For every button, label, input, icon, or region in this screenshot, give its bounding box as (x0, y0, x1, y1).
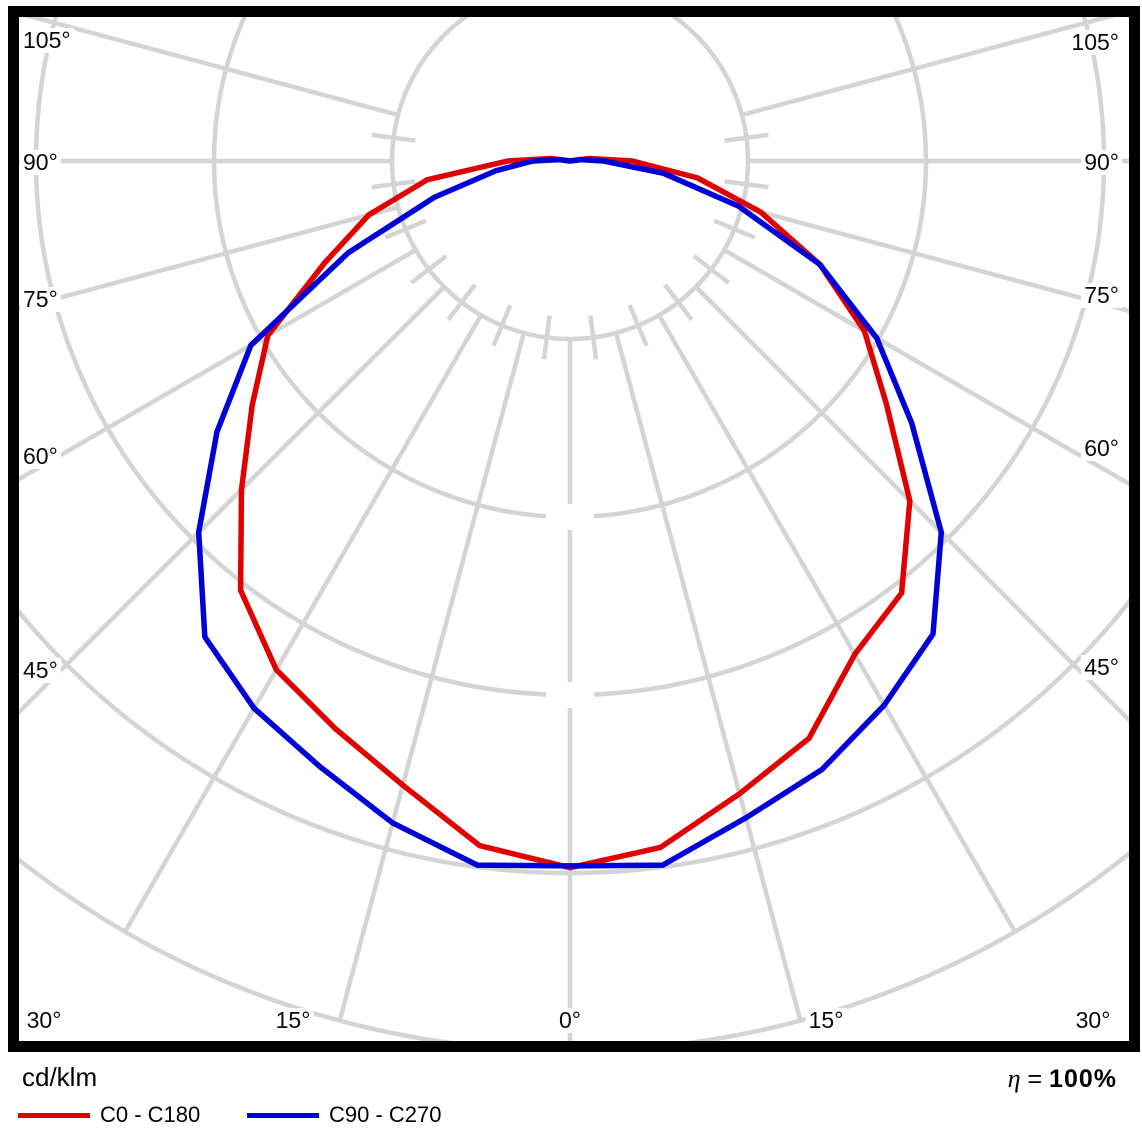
legend-label-c0-c180: C0 - C180 (100, 1102, 201, 1127)
eta-equals: = (1027, 1065, 1043, 1093)
radial-units-label: cd/klm (22, 1062, 98, 1092)
angle-label-right-105: 105° (1068, 30, 1122, 55)
ring-tick (371, 179, 416, 190)
angle-label-right-75: 75° (1081, 283, 1122, 308)
ring-tick (491, 304, 513, 347)
radial-line-105-left (23, 17, 399, 118)
radial-line-30-left (123, 314, 483, 933)
ring-tick (588, 315, 599, 360)
ring-tick (541, 315, 552, 360)
ring-tick (627, 304, 649, 347)
plot-frame (8, 6, 1140, 1052)
radial-line-15-right (613, 332, 803, 1022)
light-output-ratio-label: η = 100% (1008, 1064, 1117, 1094)
legend-label-c90-c270: C90 - C270 (329, 1102, 442, 1127)
ring-tick (371, 132, 416, 143)
angle-label-left-90: 90° (20, 150, 61, 175)
angle-label-left-60: 60° (20, 444, 61, 469)
ring-tick (724, 132, 769, 143)
eta-symbol: η (1007, 1064, 1021, 1093)
angle-label-right-60: 60° (1081, 436, 1122, 461)
legend-item-c90-c270: C90 - C270 (247, 1103, 442, 1127)
ring-tick (409, 254, 448, 285)
polar-grid (19, 17, 1129, 1041)
radial-line-45-left (19, 285, 446, 716)
eta-value: 100% (1049, 1065, 1117, 1093)
legend-line-c0-c180 (18, 1112, 90, 1118)
angle-label-right-90: 90° (1081, 150, 1122, 175)
ring-tick (663, 283, 694, 322)
angle-label-bottom-30: 30° (23, 1008, 65, 1033)
curve-c90-c270 (195, 156, 945, 869)
angle-label-left-45: 45° (20, 658, 61, 683)
ring-tick (692, 254, 731, 285)
angle-label-bottom-15: 15° (272, 1008, 314, 1033)
radial-line-60-left (19, 248, 417, 482)
angle-label-left-105: 105° (20, 28, 74, 53)
intensity-curves (195, 155, 945, 871)
ring-tick (724, 179, 769, 190)
ring-tick (446, 283, 477, 322)
ring-value-gap (546, 504, 594, 530)
radial-line-45-right (694, 285, 1129, 724)
legend-item-c0-c180: C0 - C180 (18, 1103, 200, 1127)
radial-line-105-right (741, 17, 1117, 118)
radial-line-30-right (657, 314, 1017, 933)
angle-label-bottom-0: 0° (556, 1008, 584, 1033)
angle-label-left-75: 75° (20, 287, 61, 312)
ring-tick (384, 218, 427, 240)
ring-tick (713, 218, 756, 240)
angle-label-right-45: 45° (1081, 655, 1122, 680)
angle-label-bottom-15: 15° (805, 1008, 847, 1033)
angle-label-bottom-30: 30° (1072, 1008, 1114, 1033)
legend-line-c90-c270 (247, 1112, 319, 1118)
ring-value-gap (546, 682, 594, 708)
radial-line-15-left (337, 332, 527, 1022)
radial-line-60-right (723, 248, 1129, 487)
